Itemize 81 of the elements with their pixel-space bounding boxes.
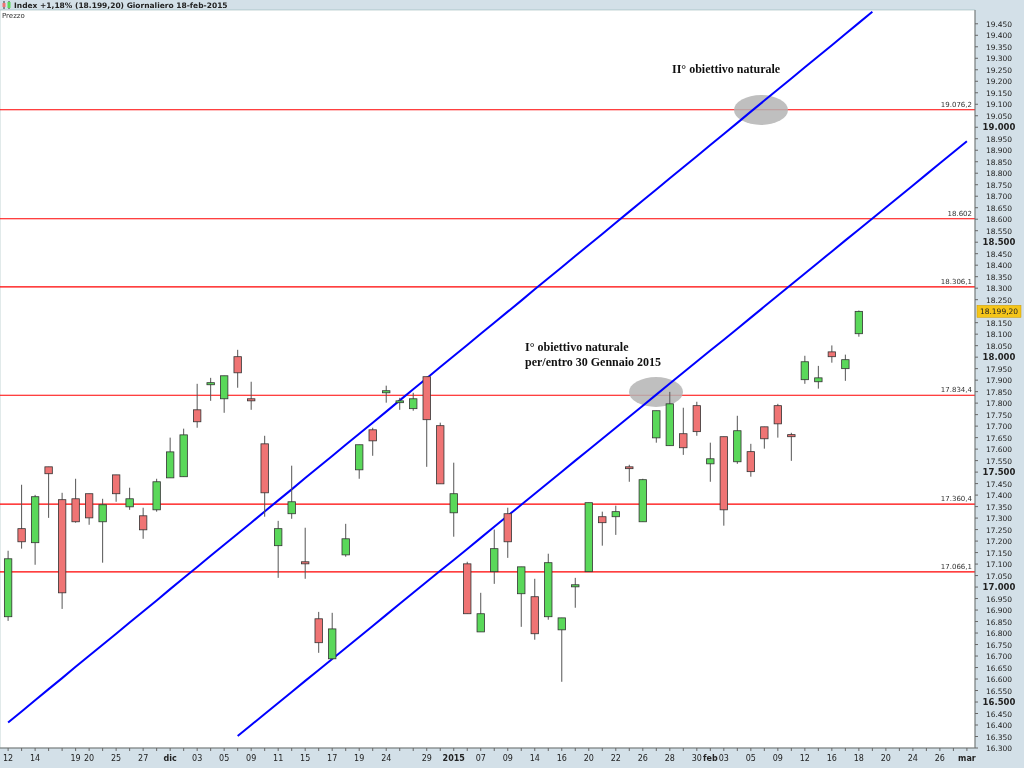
y-tick-label: 18.000 — [982, 352, 1016, 363]
x-tick-label: mar — [958, 754, 976, 763]
x-tick-label: 19 — [70, 754, 81, 763]
candlestick — [247, 381, 256, 411]
candlestick — [557, 617, 566, 683]
x-tick-label: 09 — [502, 754, 513, 763]
candlestick — [341, 523, 350, 558]
y-tick-label: 16.500 — [982, 697, 1016, 708]
x-tick-label: 20 — [84, 754, 95, 763]
candlestick — [139, 507, 148, 540]
candlestick — [760, 426, 769, 450]
candlestick — [44, 466, 53, 519]
candlestick — [449, 462, 458, 538]
x-tick-label: 24 — [907, 754, 918, 763]
candlestick — [476, 592, 485, 633]
x-tick-label: 03 — [192, 754, 203, 763]
candlestick — [679, 407, 688, 456]
candlestick — [773, 403, 782, 439]
x-tick-label: 24 — [381, 754, 392, 763]
x-tick-label: 05 — [745, 754, 756, 763]
x-tick-label: 26 — [934, 754, 945, 763]
candlestick — [98, 498, 107, 564]
y-tick-label: 17.500 — [982, 467, 1016, 478]
candlestick — [800, 355, 809, 385]
x-tick-label: 09 — [246, 754, 257, 763]
annotation: I° obiettivo naturale per/entro 30 Gennaio 2015 — [525, 340, 662, 369]
x-tick-label: 25 — [111, 754, 122, 763]
candlestick — [368, 427, 377, 457]
candlestick — [706, 442, 715, 483]
x-tick-label: 17 — [327, 754, 338, 763]
x-tick-label: 16 — [826, 754, 837, 763]
x-tick-label: 14 — [529, 754, 540, 763]
x-tick-label: 19 — [354, 754, 365, 763]
x-tick-label: 03 — [718, 754, 729, 763]
x-tick-label: 30 — [691, 754, 702, 763]
x-tick-label: 12 — [799, 754, 810, 763]
x-tick-label: dic — [163, 754, 178, 763]
x-tick-label: 22 — [610, 754, 621, 763]
candlestick — [193, 383, 202, 429]
candlestick — [125, 487, 134, 511]
candlestick — [841, 354, 850, 382]
candlestick — [17, 484, 26, 550]
candlestick — [301, 527, 310, 580]
x-tick-label: 16 — [556, 754, 567, 763]
y-tick-label: 17.000 — [982, 582, 1016, 593]
candlestick — [598, 511, 607, 547]
candlestick — [611, 505, 620, 536]
candlestick — [571, 577, 580, 609]
candlestick — [746, 443, 755, 478]
x-tick-label: 29 — [421, 754, 432, 763]
candlestick — [490, 529, 499, 585]
x-tick-label: 12 — [3, 754, 14, 763]
x-tick-label: 11 — [273, 754, 284, 763]
candlestick — [71, 478, 80, 524]
x-tick-label: 18 — [853, 754, 864, 763]
x-tick-label: 20 — [880, 754, 891, 763]
candlestick — [233, 349, 242, 389]
candlestick — [787, 432, 796, 462]
candlestick — [220, 375, 229, 414]
x-tick-label: 07 — [475, 754, 486, 763]
candlestick — [206, 377, 215, 402]
candlestick — [274, 520, 283, 579]
x-tick-label: 09 — [772, 754, 783, 763]
candlestick — [287, 465, 296, 520]
candlestick — [827, 344, 836, 364]
annotation: II° obiettivo naturale — [672, 62, 781, 76]
x-tick-label: 26 — [637, 754, 648, 763]
x-tick-label: 27 — [138, 754, 149, 763]
x-tick-label: 2015 — [442, 754, 466, 763]
x-tick-label: 28 — [664, 754, 675, 763]
candlestick — [112, 474, 121, 503]
x-tick-label: 20 — [583, 754, 594, 763]
x-tick-label: 14 — [30, 754, 41, 763]
candlestick — [814, 365, 823, 390]
y-tick-label: 18.500 — [982, 237, 1016, 248]
y-tick-label: 19.000 — [982, 122, 1016, 133]
candlestick — [854, 309, 863, 338]
x-tick-label: 15 — [300, 754, 311, 763]
candlestick — [314, 611, 323, 654]
x-tick-label: 05 — [219, 754, 230, 763]
x-tick-label: feb — [703, 754, 718, 763]
